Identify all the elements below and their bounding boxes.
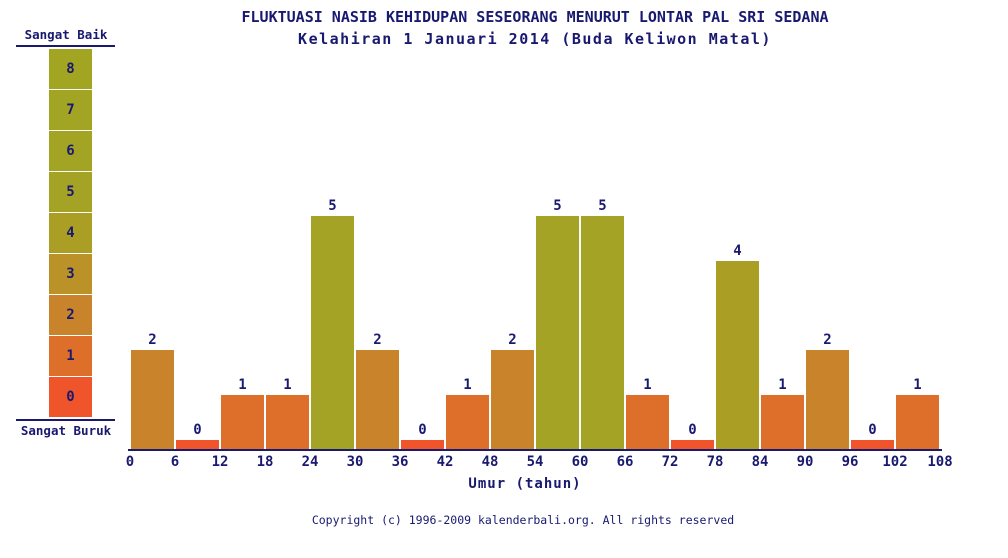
legend-cell-level-4: 4 bbox=[49, 213, 92, 253]
bar-value-label: 0 bbox=[688, 422, 697, 438]
bar-value-label: 2 bbox=[373, 332, 382, 349]
x-tick-24: 24 bbox=[301, 454, 319, 470]
bar-value-label: 1 bbox=[463, 377, 472, 394]
bar-value-label: 0 bbox=[868, 422, 877, 438]
x-tick-18: 18 bbox=[256, 454, 274, 470]
bar-value-label: 1 bbox=[913, 377, 922, 394]
legend-cell-level-2: 2 bbox=[49, 295, 92, 335]
bar-value-label: 2 bbox=[508, 332, 517, 349]
legend-cell-level-3: 3 bbox=[49, 254, 92, 294]
bar-age-30-36 bbox=[356, 350, 399, 450]
x-axis-title: Umur (tahun) bbox=[468, 476, 582, 492]
bar-age-24-30 bbox=[311, 216, 354, 450]
bar-age-54-60 bbox=[536, 216, 579, 450]
bar-age-36-42 bbox=[401, 440, 444, 450]
x-tick-60: 60 bbox=[571, 454, 589, 470]
bar-value-label: 2 bbox=[823, 332, 832, 349]
x-tick-30: 30 bbox=[346, 454, 364, 470]
x-tick-66: 66 bbox=[616, 454, 634, 470]
x-tick-72: 72 bbox=[661, 454, 679, 470]
x-axis-tick-labels: 0 6 12 18 24 30 36 42 48 54 60 66 72 78 84 90 96 102 108 bbox=[126, 454, 953, 472]
bar-value-label: 1 bbox=[778, 377, 787, 394]
bar-value-label: 5 bbox=[328, 198, 337, 214]
bar-age-96-102 bbox=[851, 440, 894, 450]
bar-value-label: 5 bbox=[598, 198, 607, 214]
x-tick-78: 78 bbox=[706, 454, 724, 470]
bar-value-label: 1 bbox=[283, 377, 292, 394]
bar-age-18-24 bbox=[266, 395, 309, 450]
bar-age-66-72 bbox=[626, 395, 669, 450]
legend-cell-level-0: 0 bbox=[49, 377, 92, 417]
bar-chart-plot-area: 2 0 1 1 5 2 0 1 2 5 5 1 0 4 1 2 0 1 bbox=[130, 76, 942, 450]
legend-cell-level-1: 1 bbox=[49, 336, 92, 376]
x-tick-102: 102 bbox=[882, 454, 908, 470]
x-tick-96: 96 bbox=[841, 454, 859, 470]
x-tick-54: 54 bbox=[526, 454, 544, 470]
legend-best-label: Sangat Baik bbox=[24, 27, 108, 42]
x-axis-line bbox=[128, 449, 942, 451]
bar-value-label: 0 bbox=[418, 422, 427, 438]
legend-worst-label: Sangat Buruk bbox=[20, 423, 112, 438]
bar-age-48-54 bbox=[491, 350, 534, 450]
legend-cell-level-5: 5 bbox=[49, 172, 92, 212]
x-tick-90: 90 bbox=[796, 454, 814, 470]
x-tick-108: 108 bbox=[927, 454, 953, 470]
legend-cell-level-6: 6 bbox=[49, 131, 92, 171]
bar-value-label: 4 bbox=[733, 242, 742, 259]
bar-age-42-48 bbox=[446, 395, 489, 450]
x-tick-42: 42 bbox=[436, 454, 454, 470]
legend-top-divider bbox=[16, 45, 115, 47]
bar-value-label: 1 bbox=[238, 377, 247, 394]
bar-age-90-96 bbox=[806, 350, 849, 450]
chart-title: FLUKTUASI NASIB KEHIDUPAN SESEORANG MENU… bbox=[241, 8, 829, 26]
x-tick-6: 6 bbox=[170, 454, 180, 470]
legend-bottom-divider bbox=[16, 419, 115, 421]
x-tick-36: 36 bbox=[391, 454, 409, 470]
bar-age-6-12 bbox=[176, 440, 219, 450]
bar-age-12-18 bbox=[221, 395, 264, 450]
copyright-text: Copyright (c) 1996-2009 kalenderbali.org… bbox=[311, 513, 735, 527]
bar-age-78-84 bbox=[716, 260, 759, 450]
legend-cell-level-8: 8 bbox=[49, 49, 92, 89]
x-tick-0: 0 bbox=[125, 454, 135, 470]
x-tick-12: 12 bbox=[211, 454, 229, 470]
x-tick-84: 84 bbox=[751, 454, 769, 470]
bar-value-label: 0 bbox=[193, 422, 202, 438]
legend-cell-level-7: 7 bbox=[49, 90, 92, 130]
chart-subtitle: Kelahiran 1 Januari 2014 (Buda Keliwon M… bbox=[298, 30, 772, 48]
bar-value-label: 2 bbox=[148, 332, 157, 349]
bar-age-72-78 bbox=[671, 440, 714, 450]
bar-age-0-6 bbox=[131, 350, 174, 450]
bar-value-label: 5 bbox=[553, 198, 562, 214]
bar-age-60-66 bbox=[581, 216, 624, 450]
bar-value-label: 1 bbox=[643, 377, 652, 394]
bar-age-84-90 bbox=[761, 395, 804, 450]
x-tick-48: 48 bbox=[481, 454, 499, 470]
bar-age-102-108 bbox=[896, 395, 939, 450]
